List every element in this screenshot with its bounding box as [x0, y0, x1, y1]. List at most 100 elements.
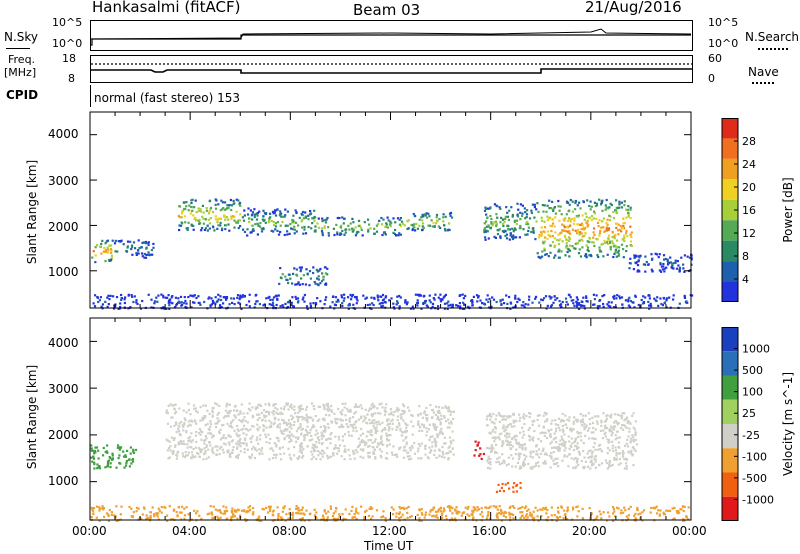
echo-cell — [583, 465, 586, 469]
echo-cell — [258, 225, 262, 228]
echo-cell — [654, 252, 657, 255]
echo-cell — [462, 297, 465, 300]
echo-cell — [93, 467, 96, 470]
echo-cell — [506, 302, 509, 305]
echo-cell — [571, 210, 574, 213]
echo-cell — [350, 434, 353, 437]
echo-cell — [554, 457, 557, 461]
echo-cell — [306, 272, 309, 275]
echo-cell — [497, 460, 500, 463]
echo-cell — [155, 512, 158, 515]
echo-cell — [380, 440, 383, 443]
echo-cell — [483, 222, 486, 225]
echo-cell — [111, 452, 114, 455]
echo-cell — [106, 305, 109, 308]
echo-cell — [484, 238, 487, 241]
echo-cell — [262, 219, 265, 222]
echo-cell — [286, 428, 289, 431]
echo-cell — [246, 448, 249, 451]
echo-cell — [617, 252, 621, 255]
echo-cell — [435, 456, 438, 459]
echo-cell — [554, 446, 557, 449]
echo-cell — [178, 228, 181, 232]
echo-cell — [118, 240, 121, 243]
echo-cell — [428, 299, 431, 302]
echo-cell — [178, 430, 181, 433]
echo-cell — [548, 295, 551, 298]
echo-cell — [449, 509, 452, 512]
echo-cell — [435, 510, 438, 513]
echo-cell — [386, 226, 389, 229]
echo-cell — [321, 220, 324, 223]
echo-cell — [447, 406, 450, 409]
echo-cell — [373, 440, 376, 443]
echo-cell — [288, 430, 291, 433]
echo-cell — [399, 217, 402, 220]
echo-cell — [494, 426, 497, 429]
echo-cell — [245, 303, 248, 307]
echo-cell — [310, 450, 313, 453]
echo-cell — [607, 301, 610, 304]
echo-cell — [371, 402, 374, 405]
echo-cell — [327, 234, 330, 237]
echo-cell — [467, 305, 470, 308]
echo-cell — [444, 405, 447, 408]
echo-cell — [542, 230, 545, 233]
echo-cell — [122, 243, 125, 246]
echo-cell — [434, 293, 437, 296]
echo-cell — [244, 437, 247, 440]
echo-cell — [652, 506, 655, 509]
echo-cell — [567, 435, 570, 438]
echo-cell — [499, 207, 502, 210]
echo-cell — [628, 421, 631, 424]
echo-cell — [299, 444, 303, 447]
echo-cell — [177, 441, 181, 444]
echo-cell — [326, 447, 329, 450]
echo-cell — [617, 223, 620, 226]
power-panel — [89, 111, 694, 310]
echo-cell — [440, 431, 443, 434]
echo-cell — [532, 231, 535, 234]
echo-cell — [377, 420, 380, 423]
echo-cell — [591, 462, 594, 465]
echo-cell — [290, 438, 293, 441]
colorbar-swatch — [722, 118, 738, 139]
echo-cell — [300, 512, 303, 515]
echo-cell — [607, 304, 610, 307]
echo-cell — [214, 402, 217, 405]
echo-cell — [584, 253, 588, 256]
echo-cell — [593, 298, 596, 301]
echo-cell — [112, 295, 115, 298]
echo-cell — [634, 450, 637, 453]
echo-cell — [558, 219, 561, 222]
echo-cell — [444, 293, 447, 296]
echo-cell — [239, 438, 242, 441]
echo-cell — [439, 510, 442, 513]
echo-cell — [219, 516, 222, 519]
echo-cell — [564, 254, 567, 257]
echo-cell — [393, 232, 396, 236]
echo-cell — [385, 432, 388, 435]
echo-cell — [402, 410, 406, 413]
echo-cell — [370, 421, 374, 424]
echo-cell — [299, 518, 302, 521]
echo-cell — [449, 413, 452, 416]
echo-cell — [594, 466, 597, 469]
echo-cell — [569, 224, 572, 227]
echo-cell — [119, 302, 122, 305]
echo-cell — [290, 403, 293, 406]
echo-cell — [518, 236, 521, 239]
echo-cell — [537, 236, 540, 239]
echo-cell — [380, 450, 383, 453]
echo-cell — [227, 434, 230, 437]
echo-cell — [504, 234, 507, 237]
echo-cell — [274, 214, 278, 217]
echo-cell — [629, 437, 633, 440]
echo-cell — [559, 439, 562, 442]
echo-cell — [535, 453, 538, 456]
echo-cell — [488, 506, 491, 510]
echo-cell — [367, 514, 370, 517]
echo-cell — [279, 276, 282, 279]
echo-cell — [556, 238, 559, 241]
echo-cell — [495, 490, 499, 493]
